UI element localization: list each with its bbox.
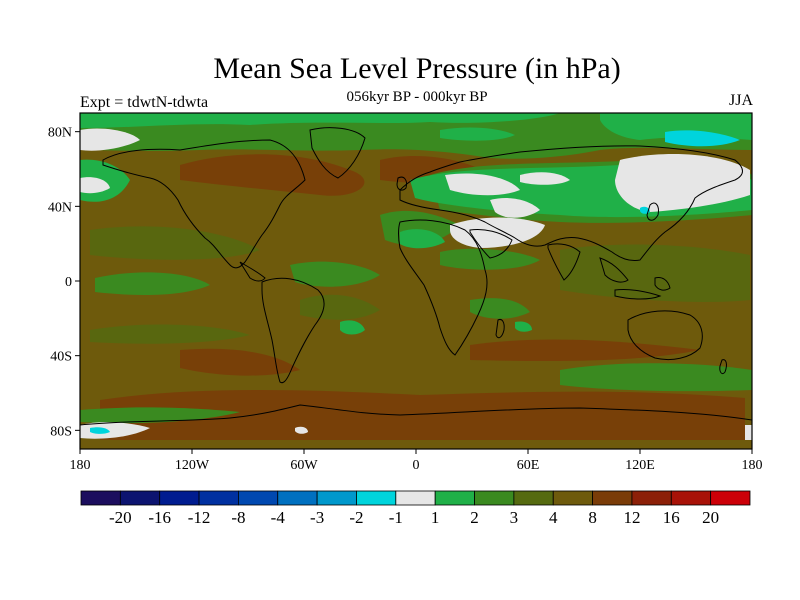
lon-tick-label: 180 — [742, 458, 763, 473]
colorbar-swatch — [119, 490, 161, 506]
colorbar-swatch — [474, 490, 515, 506]
lon-tick-label: 0 — [413, 458, 420, 473]
latitude-axis: 80N 40N 0 40S 80S — [48, 126, 80, 439]
colorbar-labels: -20 -16 -12 -8 -4 -3 -2 -1 1 2 3 4 8 12 16 20 — [109, 508, 719, 527]
colorbar-swatch — [80, 490, 121, 506]
colorbar-swatch — [592, 490, 633, 506]
pressure-4-regions — [90, 226, 750, 344]
experiment-label: Expt = tdwtN-tdwta — [80, 94, 209, 111]
colorbar-swatch — [277, 490, 318, 506]
lon-tick-label: 180 — [70, 458, 91, 473]
colorbar-label: -4 — [271, 508, 286, 527]
colorbar-label: 20 — [702, 508, 719, 527]
map-subtitle: 056kyr BP - 000kyr BP — [346, 89, 488, 105]
colorbar-swatch — [159, 490, 200, 506]
colorbar-swatch — [670, 490, 712, 506]
map-field — [80, 113, 752, 449]
lat-tick-label: 80S — [50, 424, 72, 439]
lat-tick-label: 40N — [48, 200, 72, 215]
colorbar-label: -12 — [188, 508, 211, 527]
lon-tick-label: 120W — [175, 458, 210, 473]
colorbar-swatch — [552, 490, 593, 506]
colorbar-label: -16 — [148, 508, 171, 527]
lat-tick-label: 40S — [50, 350, 72, 365]
lat-tick-label: 0 — [65, 275, 72, 290]
colorbar-label: -2 — [349, 508, 363, 527]
lat-tick-label: 80N — [48, 126, 72, 141]
colorbar-swatch — [434, 490, 475, 506]
colorbar-label: 3 — [510, 508, 519, 527]
colorbar-label: 2 — [470, 508, 479, 527]
map-title: Mean Sea Level Pressure (in hPa) — [213, 52, 621, 85]
colorbar-swatch — [356, 490, 397, 506]
lon-tick-label: 120E — [625, 458, 655, 473]
colorbar — [80, 490, 751, 506]
colorbar-label: 16 — [663, 508, 680, 527]
colorbar-swatch — [238, 490, 279, 506]
colorbar-label: 12 — [623, 508, 640, 527]
lon-tick-label: 60W — [290, 458, 318, 473]
colorbar-label: 4 — [549, 508, 558, 527]
colorbar-swatch — [395, 490, 436, 506]
colorbar-swatch — [631, 490, 672, 506]
colorbar-label: 8 — [588, 508, 597, 527]
colorbar-label: -20 — [109, 508, 132, 527]
colorbar-swatch — [316, 490, 357, 506]
longitude-axis: 180 120W 60W 0 60E 120E 180 — [70, 449, 763, 473]
colorbar-label: -8 — [231, 508, 245, 527]
colorbar-label: -1 — [389, 508, 403, 527]
lon-tick-label: 60E — [517, 458, 540, 473]
colorbar-swatch — [198, 490, 239, 506]
coastlines — [80, 127, 752, 426]
colorbar-swatch — [710, 490, 751, 506]
colorbar-label: -3 — [310, 508, 324, 527]
season-label: JJA — [728, 92, 753, 109]
colorbar-label: 1 — [431, 508, 440, 527]
colorbar-swatch — [513, 490, 554, 506]
